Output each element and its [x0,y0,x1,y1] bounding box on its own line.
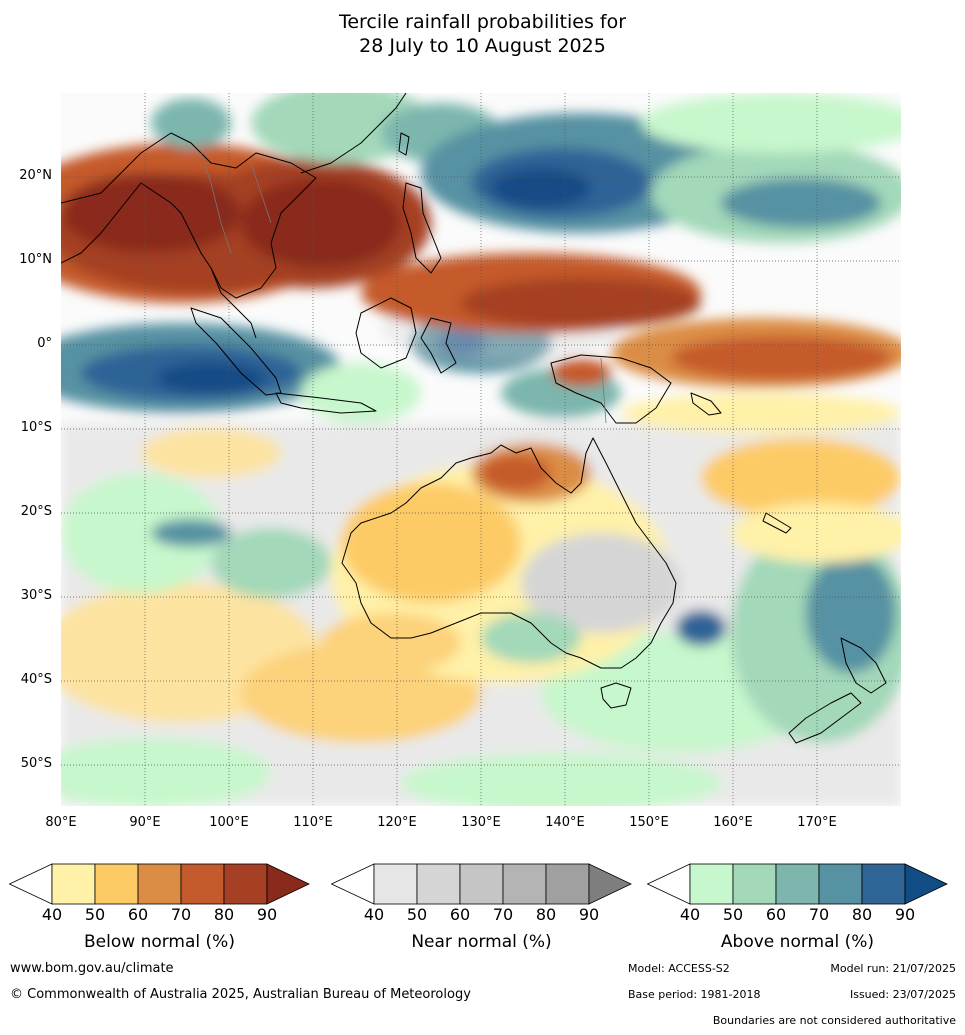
colorbar-tick: 90 [894,905,916,924]
country-boundaries [200,152,607,424]
colorbar-tick: 40 [363,905,385,924]
colorbar-tick: 70 [170,905,192,924]
coastlines [61,93,887,744]
lon-label: 110°E [293,815,333,830]
colorbar-tick: 80 [535,905,557,924]
issued-date: Issued: 23/07/2025 [849,988,956,1001]
rainfall-probability-map [61,93,901,806]
colorbar-tick: 80 [213,905,235,924]
lon-label: 100°E [209,815,249,830]
colorbar-tick: 50 [722,905,744,924]
lat-label: 40°S [20,672,52,687]
colorbar-tick: 50 [84,905,106,924]
lon-label: 80°E [45,815,77,830]
colorbar-swatch [331,863,375,905]
model-name: Model: ACCESS-S2 [628,962,730,975]
colorbar-swatch [223,863,268,905]
colorbar-below-normal-ticks: 40 50 60 70 80 90 [9,905,310,925]
colorbar-swatch [137,863,182,905]
colorbar-above-normal-caption: Above normal (%) [720,932,875,952]
colorbar-near-normal-ticks: 40 50 60 70 80 90 [331,905,632,925]
colorbar-above-normal-swatches [647,863,948,905]
probability-field [61,93,901,806]
base-period: Base period: 1981-2018 [628,988,761,1001]
colorbar-near-normal-swatches [331,863,632,905]
model-run-date: Model run: 21/07/2025 [830,962,956,975]
chart-title: Tercile rainfall probabilities for 28 Ju… [0,10,965,58]
colorbar-tick: 60 [765,905,787,924]
colorbar-swatch [818,863,863,905]
lat-label: 20°S [20,504,52,519]
colorbar-swatch [732,863,777,905]
lat-label: 30°S [20,588,52,603]
colorbar-swatch [9,863,53,905]
title-line-1: Tercile rainfall probabilities for [338,11,627,33]
lon-label: 140°E [545,815,585,830]
australia-coastline [341,437,677,669]
lon-label: 160°E [713,815,753,830]
colorbar-swatch [416,863,461,905]
colorbar-tick: 50 [406,905,428,924]
colorbar-swatch [689,863,734,905]
colorbar-tick: 90 [256,905,278,924]
colorbar-swatch [266,863,310,905]
colorbar-swatch [94,863,139,905]
title-line-2: 28 July to 10 August 2025 [359,35,606,57]
colorbar-swatch [459,863,504,905]
lat-label: 0° [37,336,52,351]
colorbar-swatch [775,863,820,905]
boundaries-disclaimer: Boundaries are not considered authoritat… [712,1014,956,1027]
colorbar-tick: 90 [578,905,600,924]
colorbar-swatch [588,863,632,905]
lon-label: 130°E [461,815,501,830]
colorbar-swatch [647,863,691,905]
colorbar-swatch [545,863,590,905]
lon-label: 170°E [797,815,837,830]
colorbar-tick: 40 [41,905,63,924]
colorbar-swatch [861,863,906,905]
colorbar-tick: 80 [851,905,873,924]
colorbar-swatch [180,863,225,905]
lon-label: 120°E [377,815,417,830]
colorbar-above-normal-ticks: 40 50 60 70 80 90 [647,905,948,925]
lat-label: 20°N [19,168,52,183]
colorbar-swatch [904,863,948,905]
map-gridlines [61,93,901,806]
colorbar-swatch [51,863,96,905]
colorbar-below-normal-caption: Below normal (%) [84,932,235,952]
lon-label: 150°E [629,815,669,830]
colorbar-swatch [373,863,418,905]
colorbar-near-normal-caption: Near normal (%) [411,932,552,952]
colorbar-tick: 40 [679,905,701,924]
colorbar-tick: 60 [449,905,471,924]
colorbar-below-normal-swatches [9,863,310,905]
lat-label: 10°N [19,252,52,267]
colorbar-tick: 70 [492,905,514,924]
lat-label: 10°S [20,420,52,435]
colorbar-tick: 60 [127,905,149,924]
colorbar-swatch [502,863,547,905]
colorbar-tick: 70 [808,905,830,924]
copyright-text: © Commonwealth of Australia 2025, Austra… [10,987,471,1002]
lon-label: 90°E [129,815,161,830]
website-link[interactable]: www.bom.gov.au/climate [10,961,174,976]
lat-label: 50°S [20,756,52,771]
